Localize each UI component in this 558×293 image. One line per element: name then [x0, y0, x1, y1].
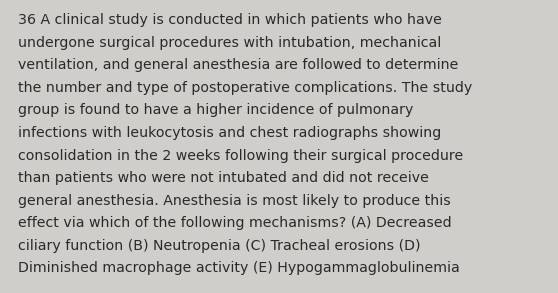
Text: the number and type of postoperative complications. The study: the number and type of postoperative com…	[18, 81, 472, 95]
Text: 36 A clinical study is conducted in which patients who have: 36 A clinical study is conducted in whic…	[18, 13, 442, 27]
Text: general anesthesia. Anesthesia is most likely to produce this: general anesthesia. Anesthesia is most l…	[18, 194, 451, 208]
Text: consolidation in the 2 weeks following their surgical procedure: consolidation in the 2 weeks following t…	[18, 149, 463, 163]
Text: ciliary function (B) Neutropenia (C) Tracheal erosions (D): ciliary function (B) Neutropenia (C) Tra…	[18, 239, 421, 253]
Text: ventilation, and general anesthesia are followed to determine: ventilation, and general anesthesia are …	[18, 58, 458, 72]
Text: undergone surgical procedures with intubation, mechanical: undergone surgical procedures with intub…	[18, 36, 441, 50]
Text: Diminished macrophage activity (E) Hypogammaglobulinemia: Diminished macrophage activity (E) Hypog…	[18, 261, 460, 275]
Text: than patients who were not intubated and did not receive: than patients who were not intubated and…	[18, 171, 429, 185]
Text: effect via which of the following mechanisms? (A) Decreased: effect via which of the following mechan…	[18, 216, 451, 230]
Text: infections with leukocytosis and chest radiographs showing: infections with leukocytosis and chest r…	[18, 126, 441, 140]
Text: group is found to have a higher incidence of pulmonary: group is found to have a higher incidenc…	[18, 103, 413, 117]
